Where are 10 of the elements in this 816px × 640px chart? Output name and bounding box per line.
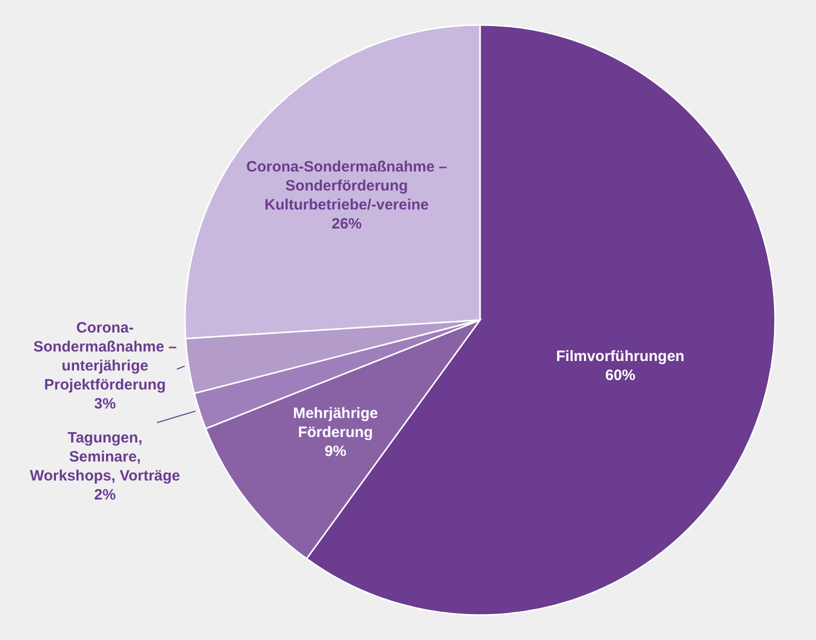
slice-label: Filmvorführungen: [556, 348, 684, 366]
slice-label: Corona-Sondermaßnahme – Sonderförderung Kulturbetriebe/-vereine: [246, 158, 448, 214]
data-label: 9%: [324, 443, 346, 460]
slice-label: Corona- Sondermaßnahme – unterjährige Projektförderung: [33, 320, 177, 394]
slice-label: Tagungen, Seminare, Workshops, Vorträge: [30, 430, 180, 485]
slice-label: Mehrjährige Förderung: [292, 405, 378, 442]
data-label: 3%: [94, 396, 116, 413]
data-label: 26%: [332, 215, 362, 232]
data-label: 60%: [605, 367, 636, 384]
data-label: 2%: [94, 486, 116, 504]
